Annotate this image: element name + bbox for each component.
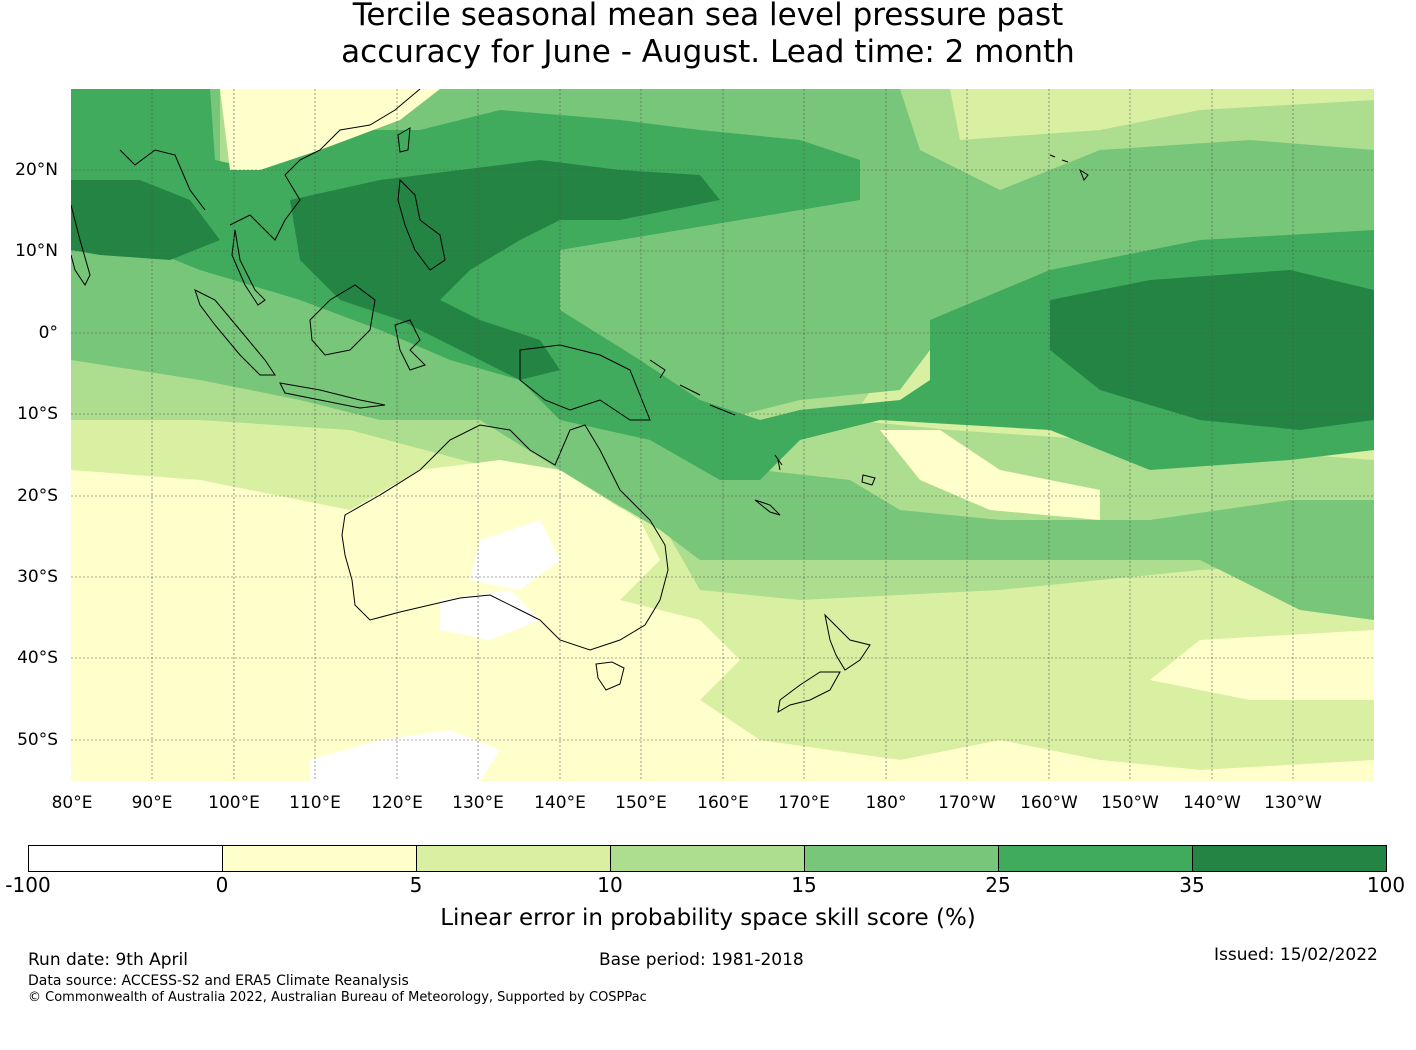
lat-label-10n: 10°N [15, 241, 58, 261]
colorbar [28, 845, 1387, 872]
colorbar-tick-100: 100 [1366, 873, 1406, 897]
lon-label-120e: 120°E [371, 793, 423, 813]
lat-label-40s: 40°S [17, 648, 58, 668]
colorbar-segment-25-35 [999, 846, 1193, 871]
india-coast [71, 204, 91, 286]
lon-label-110e: 110°E [289, 793, 341, 813]
lat-label-0: 0° [38, 323, 58, 343]
lon-label-100e: 100°E [208, 793, 260, 813]
issued-date: Issued: 15/02/2022 [1214, 945, 1378, 965]
australia-coast [341, 424, 669, 651]
solomon-islands [649, 359, 736, 416]
colorbar-tick-10: 10 [597, 873, 623, 897]
data-source: Data source: ACCESS-S2 and ERA5 Climate … [28, 973, 409, 989]
colorbar-segment-15-25 [805, 846, 999, 871]
lat-label-10s: 10°S [17, 404, 58, 424]
lat-label-20n: 20°N [15, 160, 58, 180]
lon-label-140w: 140°W [1183, 793, 1241, 813]
java-coast [279, 382, 386, 409]
new-caledonia [754, 499, 781, 516]
colorbar-segment-0-5 [223, 846, 417, 871]
new-guinea-coast [519, 344, 651, 421]
colorbar-tick-neg100: -100 [5, 873, 51, 897]
philippines-coast [397, 178, 446, 271]
lon-label-150w: 150°W [1101, 793, 1159, 813]
lon-label-130w: 130°W [1264, 793, 1322, 813]
lon-label-160e: 160°E [697, 793, 749, 813]
region-skill-negative [310, 520, 560, 781]
colorbar-tick-35: 35 [1179, 873, 1205, 897]
lon-label-180: 180° [865, 793, 907, 813]
copyright-notice: © Commonwealth of Australia 2022, Austra… [28, 990, 647, 1005]
map-title-line-1: Tercile seasonal mean sea level pressure… [352, 0, 1064, 33]
colorbar-segment-10-15 [611, 846, 805, 871]
colorbar-label: Linear error in probability space skill … [440, 905, 976, 931]
tasmania-coast [595, 661, 625, 691]
lat-label-50s: 50°S [17, 730, 58, 750]
indochina-coast [229, 89, 421, 241]
colorbar-tick-0: 0 [215, 873, 229, 897]
graticule [71, 89, 1374, 781]
region-skill-0-5 [71, 89, 1374, 781]
lon-label-170w: 170°W [938, 793, 996, 813]
map-title-line-2: accuracy for June - August. Lead time: 2… [341, 34, 1075, 70]
new-zealand-south [777, 671, 841, 713]
lon-label-160w: 160°W [1020, 793, 1078, 813]
colorbar-tick-5: 5 [409, 873, 423, 897]
taiwan-coast [397, 127, 411, 153]
region-skill-0-5-east [880, 430, 1374, 700]
skill-score-map [71, 89, 1374, 781]
sumatra-coast [194, 289, 276, 376]
colorbar-tick-25: 25 [985, 873, 1011, 897]
coastlines [71, 89, 1089, 713]
run-date: Run date: 9th April [28, 950, 188, 970]
sulawesi-coast [394, 319, 426, 371]
borneo-coast [309, 284, 376, 356]
region-skill-35-100 [71, 160, 1374, 430]
vanuatu-islands [774, 454, 783, 471]
malay-peninsula [231, 229, 266, 306]
colorbar-tick-15: 15 [791, 873, 817, 897]
lon-label-80e: 80°E [51, 793, 93, 813]
colorbar-segment-neg100-0 [29, 846, 223, 871]
hawaii-islands [1049, 154, 1089, 181]
bay-of-bengal-coast [119, 149, 206, 211]
lat-label-20s: 20°S [17, 486, 58, 506]
new-zealand-north [824, 613, 871, 671]
base-period: Base period: 1981-2018 [599, 950, 804, 970]
lon-label-140e: 140°E [534, 793, 586, 813]
fiji-islands [861, 474, 876, 486]
lon-label-170e: 170°E [778, 793, 830, 813]
lon-label-150e: 150°E [615, 793, 667, 813]
colorbar-segment-5-10 [417, 846, 611, 871]
lon-label-130e: 130°E [452, 793, 504, 813]
lon-label-90e: 90°E [131, 793, 173, 813]
lat-label-30s: 30°S [17, 567, 58, 587]
colorbar-segment-35-100 [1193, 846, 1386, 871]
